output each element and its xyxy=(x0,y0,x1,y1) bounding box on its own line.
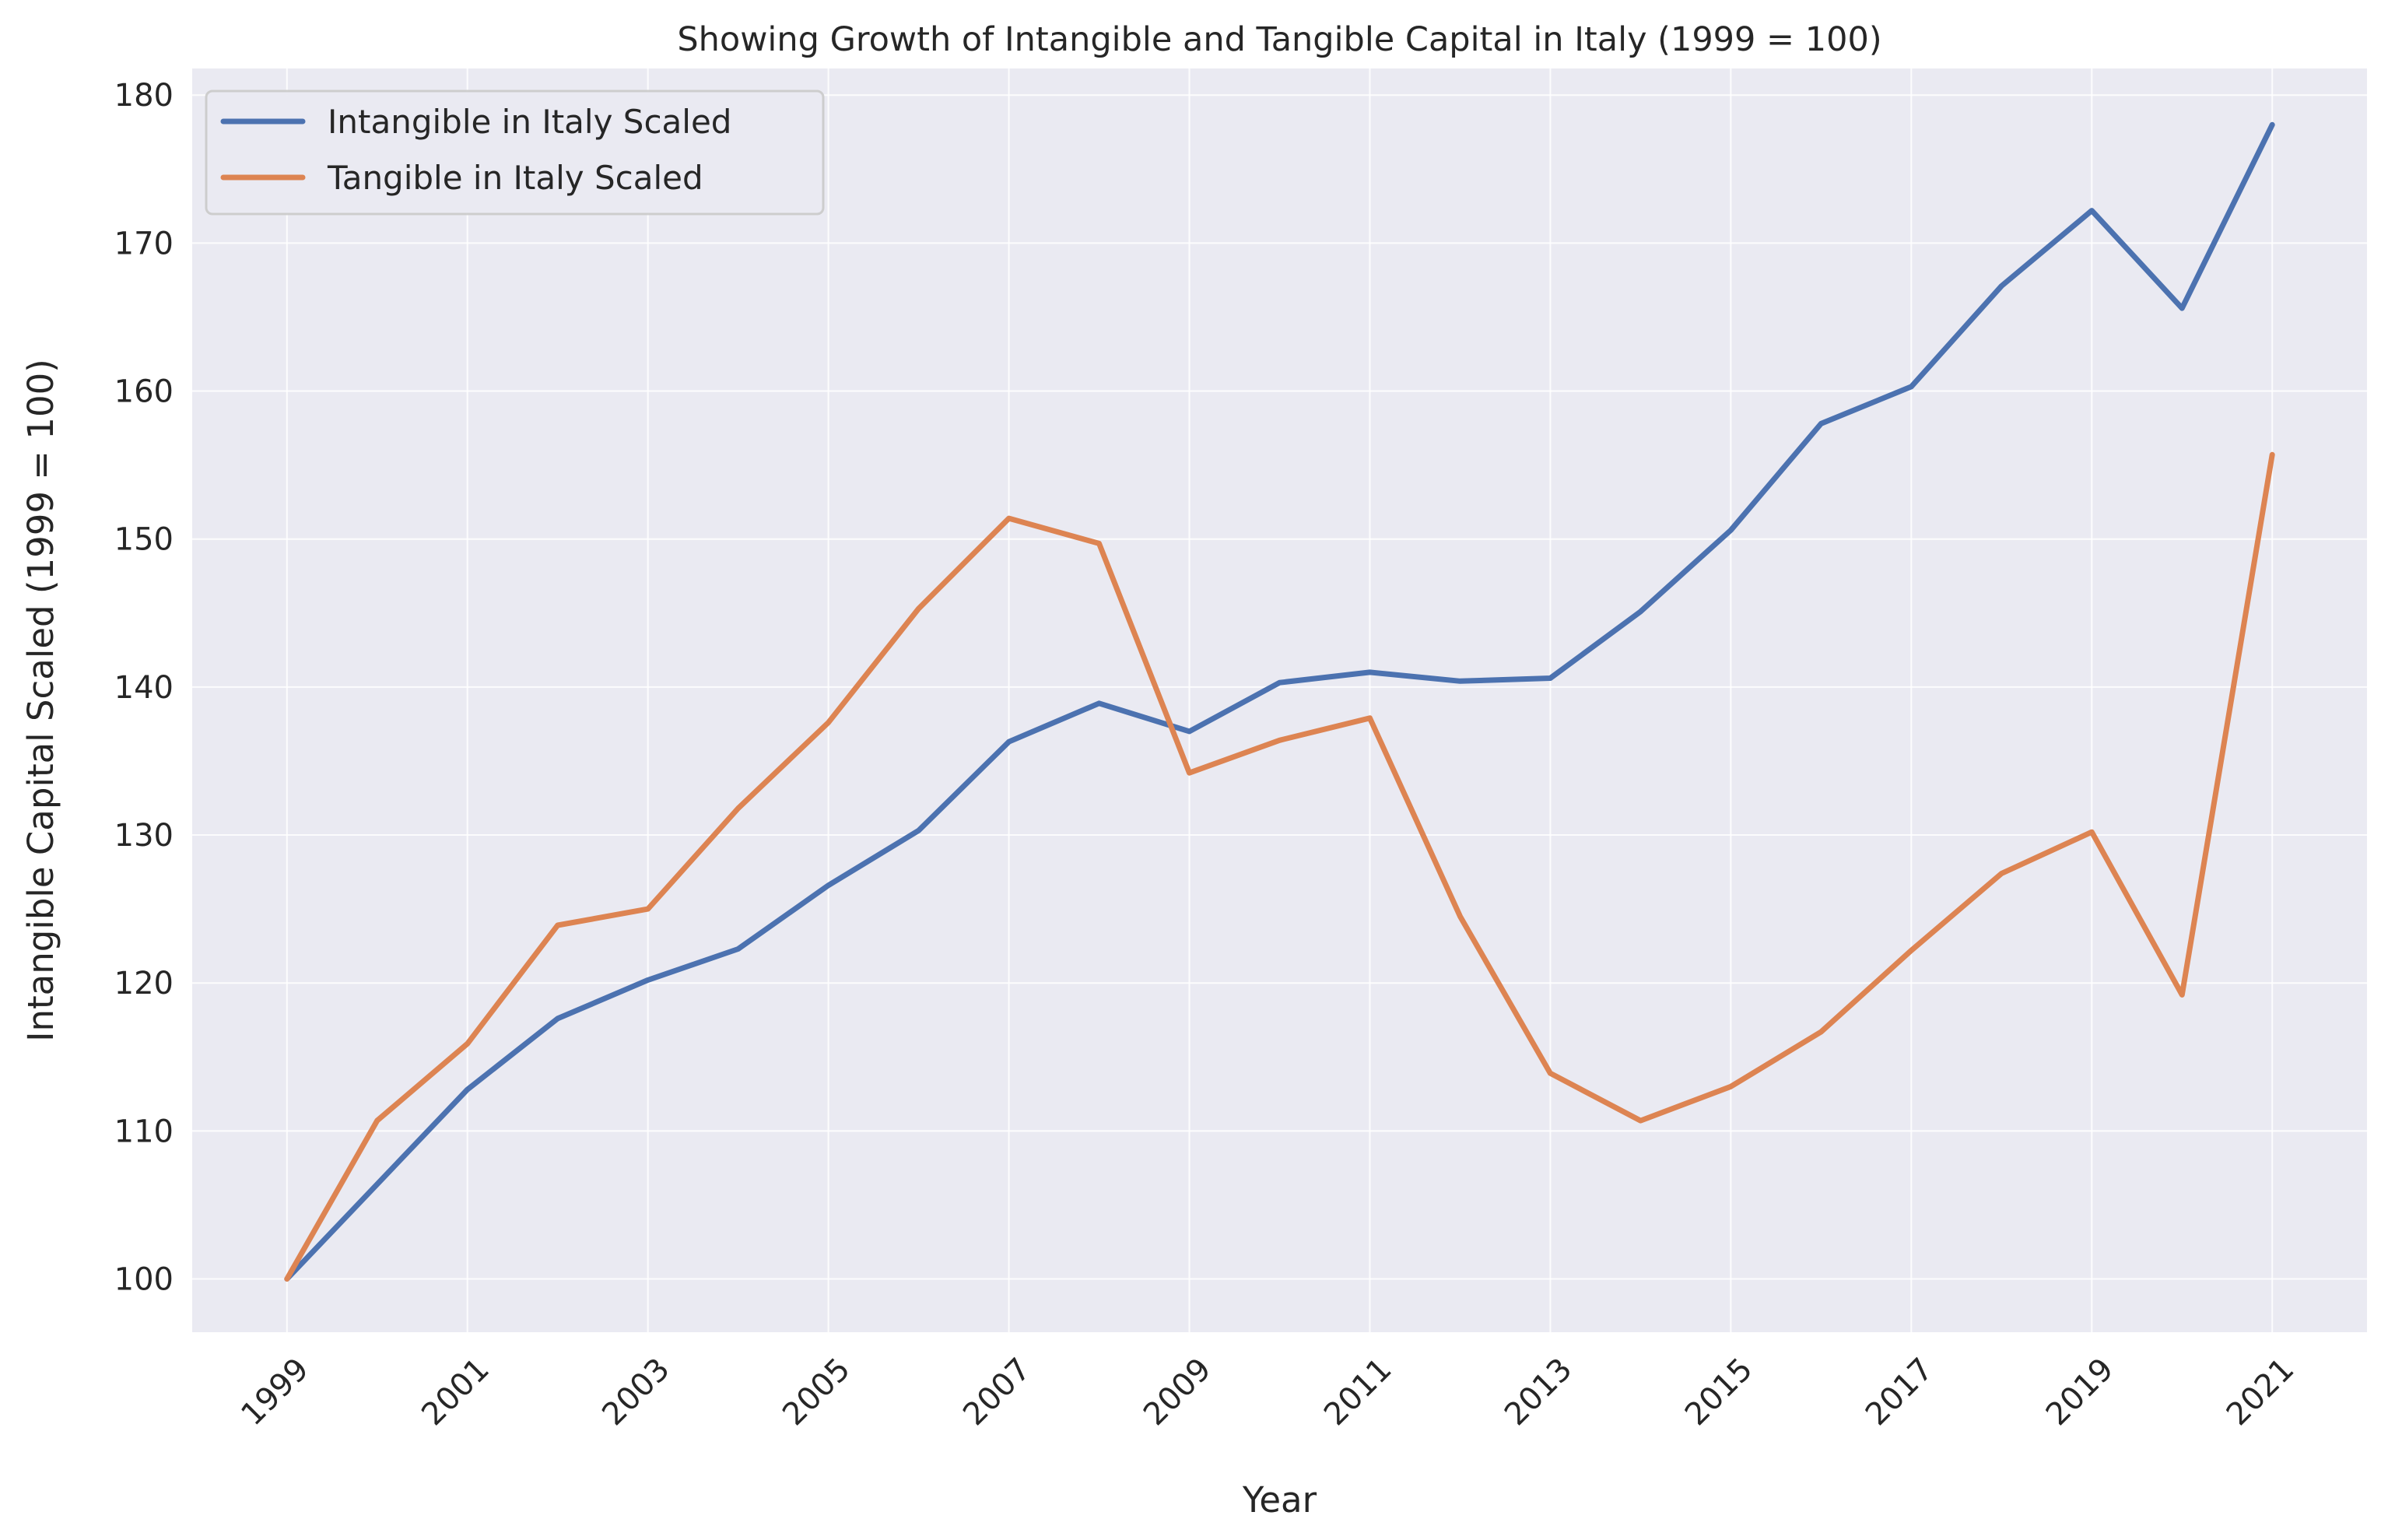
series-line-tangible xyxy=(284,451,2275,1282)
x-tick-label: 2019 xyxy=(2039,1352,2121,1433)
legend: Intangible in Italy Scaled Tangible in It… xyxy=(205,89,825,216)
series-line-intangible xyxy=(284,121,2275,1282)
x-tick-label: 1999 xyxy=(234,1352,316,1433)
legend-box xyxy=(205,89,825,216)
grid xyxy=(192,68,2367,1332)
chart-title: Showing Growth of Intangible and Tangibl… xyxy=(677,20,1881,59)
series-layer xyxy=(284,121,2275,1282)
y-tick-label: 130 xyxy=(114,818,174,854)
y-tick-label: 180 xyxy=(114,78,174,114)
y-tick-label: 120 xyxy=(114,966,174,1002)
legend-label: Tangible in Italy Scaled xyxy=(327,159,703,197)
x-tick-label: 2001 xyxy=(415,1352,496,1433)
x-tick-label: 2003 xyxy=(595,1352,677,1433)
y-tick-label: 100 xyxy=(114,1262,174,1298)
y-tick-label: 150 xyxy=(114,522,174,558)
x-tick-label: 2021 xyxy=(2220,1352,2302,1433)
legend-label: Intangible in Italy Scaled xyxy=(328,103,731,141)
y-tick-label: 140 xyxy=(114,670,174,706)
x-tick-label: 2011 xyxy=(1317,1352,1399,1433)
y-tick-label: 170 xyxy=(114,226,174,261)
y-tick-label: 160 xyxy=(114,374,174,410)
x-tick-label: 2017 xyxy=(1859,1352,1941,1433)
y-tick-label: 110 xyxy=(114,1114,174,1149)
plot-area xyxy=(192,68,2367,1332)
x-tick-label: 2007 xyxy=(956,1352,1038,1433)
y-axis-label: Intangible Capital Scaled (1999 = 100) xyxy=(20,359,61,1042)
x-tick-label: 2013 xyxy=(1498,1352,1580,1433)
x-tick-label: 2015 xyxy=(1678,1352,1760,1433)
x-tick-label: 2005 xyxy=(776,1352,857,1433)
x-axis-label: Year xyxy=(1242,1479,1317,1521)
x-tick-label: 2009 xyxy=(1137,1352,1219,1433)
